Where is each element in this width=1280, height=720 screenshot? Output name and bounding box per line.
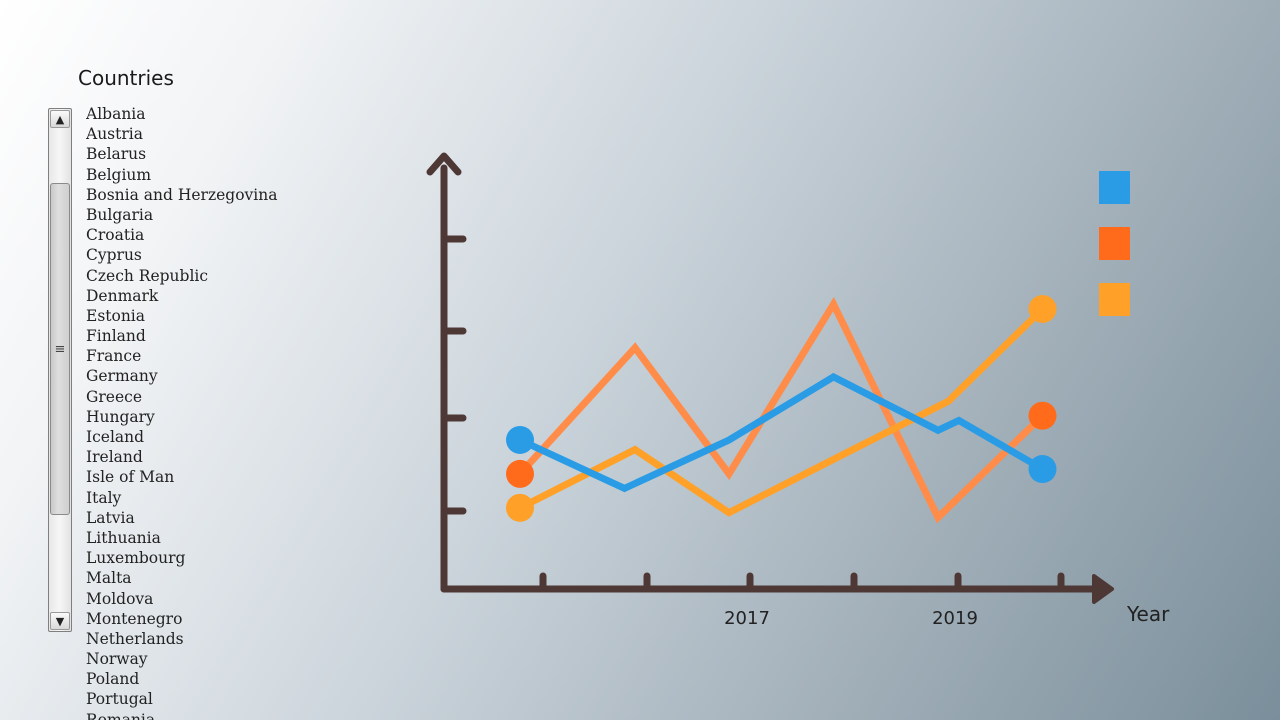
country-list-item[interactable]: Lithuania [86,528,161,547]
legend-swatch-0 [1099,171,1130,204]
country-list-item[interactable]: Estonia [86,306,146,325]
series-start-point-2 [506,493,534,522]
country-list-item[interactable]: Ireland [86,448,143,467]
country-list-item[interactable]: Isle of Man [86,468,175,487]
country-list-item[interactable]: Croatia [86,226,145,245]
legend-swatch-2 [1099,283,1130,316]
triangle-down-icon: ▼ [55,614,65,628]
country-list-scrollbar[interactable]: ▲ ≡ ▼ [48,108,72,632]
country-list-item[interactable]: Czech Republic [86,266,209,285]
country-list-item[interactable]: Hungary [86,407,155,426]
scroll-down-button[interactable]: ▼ [50,612,70,630]
panel-title: Countries [78,66,174,90]
series-line-2 [516,305,1046,517]
country-list-item[interactable]: Netherlands [86,629,184,648]
country-list-item[interactable]: Denmark [86,286,159,305]
series-start-point-0 [506,425,534,454]
country-list-item[interactable]: Iceland [86,428,145,446]
country-list-item[interactable]: Luxembourg [86,549,186,568]
scroll-up-button[interactable]: ▲ [50,110,70,128]
x-tick-label: 2017 [724,608,770,629]
series-start-point-1 [506,459,534,488]
country-list-item[interactable]: Malta [86,569,132,588]
country-list-item[interactable]: Italy [86,488,122,507]
series-line-0 [516,372,1046,493]
country-list-item[interactable]: Norway [86,650,148,669]
country-list-item[interactable]: Albania [86,105,146,123]
country-list-item[interactable]: Austria [86,125,143,144]
country-list-item[interactable]: Bulgaria [86,205,154,224]
scrollbar-thumb[interactable]: ≡ [50,183,70,515]
country-list-item[interactable]: Latvia [86,508,135,527]
country-list-item[interactable]: Moldova [86,589,154,608]
country-list-item[interactable]: Portugal [86,690,153,709]
country-list-item[interactable]: Montenegro [86,609,183,628]
legend-swatch-1 [1099,227,1130,260]
country-list-item[interactable]: Germany [86,367,158,386]
series-end-point-1 [1028,401,1057,430]
country-list-item[interactable]: Finland [86,327,146,346]
x-axis-arrow [1092,574,1114,604]
country-list-item[interactable]: Greece [86,387,142,406]
x-axis-title: Year [1126,602,1170,626]
country-list-item[interactable]: France [86,347,142,366]
country-list-item[interactable]: Poland [86,670,140,689]
series-end-point-2 [1028,295,1057,323]
y-axis-arrow [426,152,462,176]
country-list-item[interactable]: Cyprus [86,246,142,265]
series-end-point-0 [1028,455,1057,484]
triangle-up-icon: ▲ [55,112,65,126]
country-list-item[interactable]: Belgium [86,165,152,184]
series-line-1 [516,296,1046,524]
country-list-item[interactable]: Bosnia and Herzegovina [86,185,278,204]
country-list-item[interactable]: Romania [86,710,156,720]
country-list[interactable]: Albania Austria Belarus Belgium Bosnia and H… [86,104,346,720]
x-tick-label: 2019 [932,608,978,629]
country-list-item[interactable]: Belarus [86,145,147,164]
grip-lines-icon: ≡ [54,341,66,357]
